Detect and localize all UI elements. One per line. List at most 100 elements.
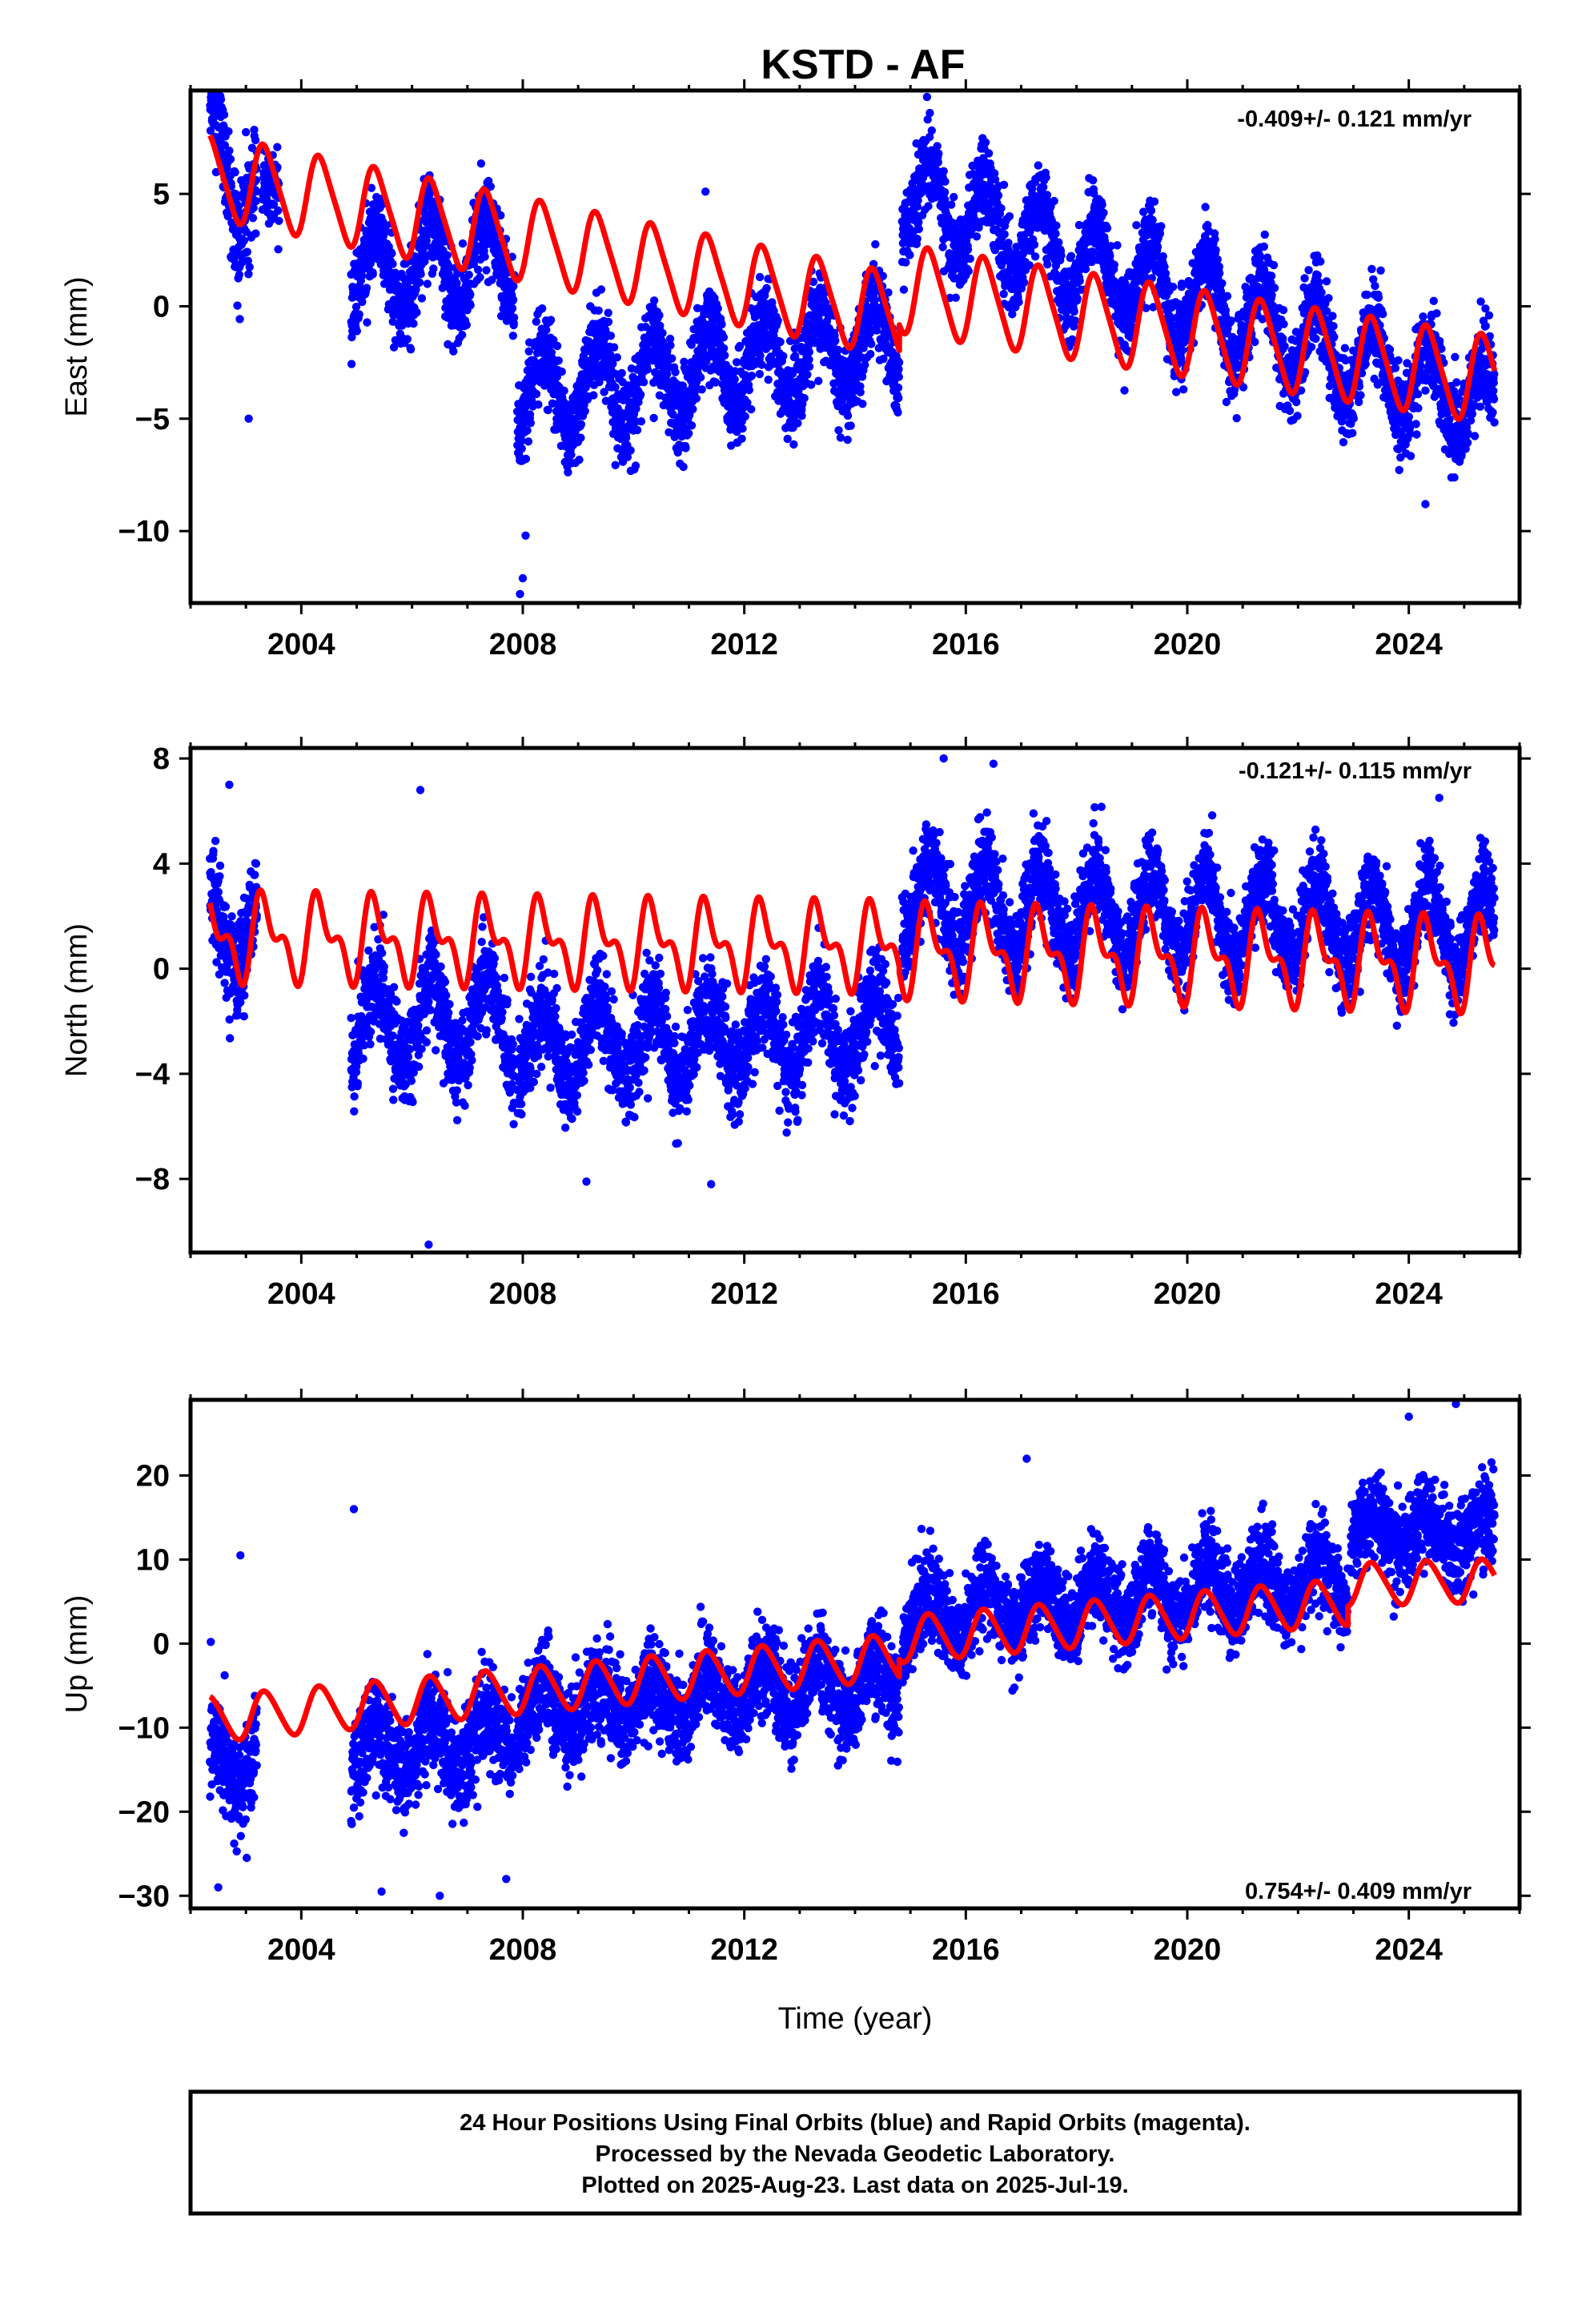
data-point: [950, 192, 958, 202]
data-point: [947, 200, 956, 209]
data-point: [1329, 322, 1338, 331]
data-point: [814, 376, 823, 385]
data-point: [1050, 196, 1058, 206]
data-point: [747, 372, 757, 380]
data-point: [594, 306, 603, 315]
data-point: [1348, 428, 1357, 437]
data-point: [1042, 191, 1052, 199]
data-point: [575, 455, 584, 464]
data-point: [1099, 208, 1108, 217]
data-point: [352, 327, 361, 336]
data-point: [681, 444, 690, 452]
data-point: [738, 424, 747, 433]
data-point: [355, 310, 363, 319]
data-point: [363, 318, 371, 327]
data-point: [274, 245, 283, 254]
data-point: [1169, 283, 1178, 292]
data-point: [626, 446, 635, 455]
data-point: [245, 263, 254, 271]
data-point: [604, 317, 613, 327]
data-point: [719, 333, 729, 342]
data-point: [211, 167, 221, 177]
data-point: [773, 316, 782, 325]
data-point: [564, 468, 572, 476]
data-point: [846, 421, 855, 430]
data-point: [517, 436, 526, 445]
data-point: [894, 372, 904, 381]
data-point: [482, 266, 491, 275]
data-point: [466, 290, 475, 300]
data-point: [747, 404, 756, 414]
data-point: [871, 239, 880, 249]
data-point: [1259, 242, 1269, 251]
data-point: [249, 203, 258, 212]
data-point: [1132, 221, 1141, 230]
data-point: [631, 461, 640, 470]
data-point: [1075, 276, 1084, 285]
data-point: [388, 259, 397, 268]
data-point: [632, 404, 640, 413]
data-point: [1150, 197, 1159, 206]
data-point: [458, 331, 467, 340]
data-point: [554, 356, 563, 365]
data-point: [526, 419, 535, 428]
data-point: [1311, 334, 1320, 344]
data-point: [538, 304, 547, 313]
data-point: [444, 262, 454, 271]
data-point: [443, 251, 452, 259]
data-point: [922, 92, 932, 102]
data-point: [1300, 274, 1309, 283]
data-point: [755, 369, 764, 379]
data-point: [789, 440, 798, 449]
data-point: [552, 341, 562, 351]
data-point: [741, 412, 749, 421]
data-point: [596, 285, 606, 294]
data-point: [235, 315, 244, 324]
data-point: [836, 433, 845, 442]
data-point: [226, 155, 235, 163]
data-point: [800, 394, 809, 403]
data-point: [275, 216, 283, 225]
data-point: [417, 294, 427, 303]
data-point: [220, 141, 229, 150]
data-point: [1267, 291, 1276, 300]
data-point: [612, 353, 621, 362]
data-point: [462, 320, 471, 329]
data-point: [1179, 385, 1188, 394]
data-point: [966, 254, 974, 263]
data-point: [843, 436, 852, 444]
data-point: [719, 344, 729, 353]
data-point: [963, 245, 973, 254]
data-point: [524, 347, 533, 356]
data-point: [466, 301, 475, 310]
data-point: [471, 247, 480, 256]
data-point: [687, 421, 697, 430]
data-point: [1227, 316, 1236, 325]
data-point: [412, 308, 421, 317]
data-point: [1255, 251, 1265, 261]
data-point: [803, 370, 812, 379]
data-point: [411, 252, 420, 261]
data-point: [1102, 223, 1112, 233]
data-point: [225, 147, 234, 155]
data-point: [776, 337, 785, 347]
data-point: [415, 278, 424, 287]
data-point: [793, 419, 802, 428]
data-point: [692, 394, 701, 403]
data-point: [632, 425, 642, 435]
data-point: [833, 345, 843, 355]
data-point: [1215, 269, 1224, 278]
data-point: [1340, 344, 1350, 352]
data-point: [1211, 246, 1220, 255]
data-point: [1260, 230, 1270, 239]
data-point: [367, 255, 375, 264]
data-point: [521, 454, 531, 464]
data-point: [606, 332, 616, 340]
data-point: [671, 368, 680, 376]
data-point: [951, 293, 961, 302]
data-point: [525, 410, 535, 419]
data-point: [1113, 241, 1122, 250]
data-point: [206, 127, 215, 135]
data-point: [546, 316, 556, 324]
data-point: [576, 420, 586, 429]
